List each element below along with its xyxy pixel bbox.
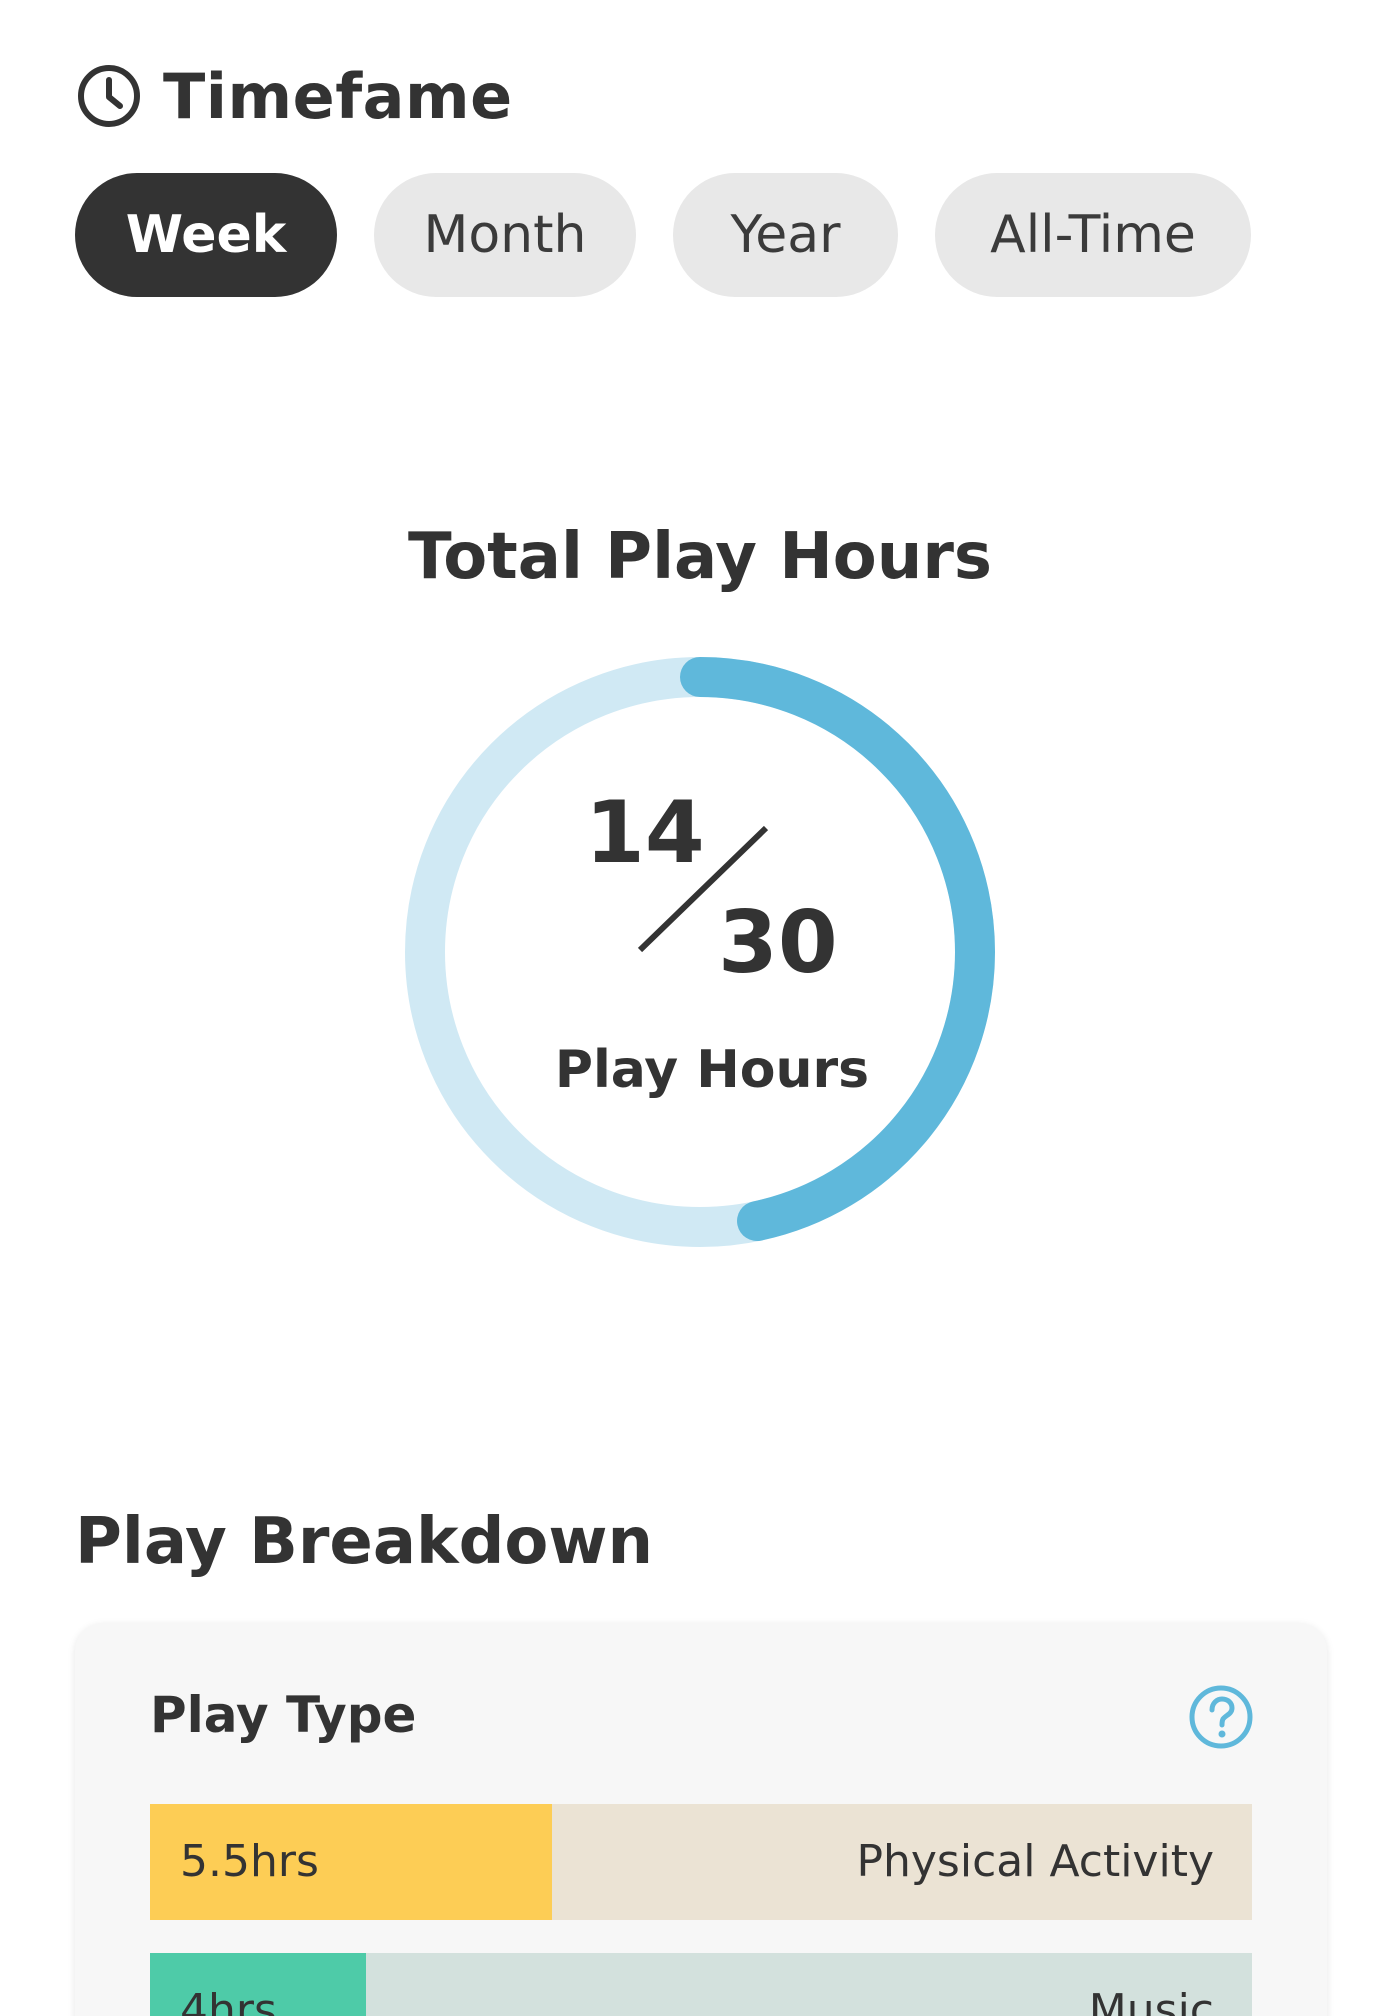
bar-fill	[150, 1953, 366, 2016]
progress-ring-fill	[405, 657, 995, 1247]
play-hours-progress-ring	[405, 657, 995, 1247]
play-hours-goal: 30	[718, 893, 838, 993]
play-type-bar-music[interactable]: 4hrs Music	[150, 1953, 1252, 2016]
timeframe-title: Timefame	[163, 59, 513, 133]
bar-fill	[150, 1804, 553, 1920]
play-type-title: Play Type	[150, 1686, 417, 1744]
timeframe-month-button[interactable]: Month	[374, 173, 636, 297]
clock-icon	[78, 65, 140, 127]
play-hours-label: Play Hours	[554, 1040, 870, 1100]
total-play-hours-title: Total Play Hours	[408, 520, 992, 594]
timeframe-week-button[interactable]: Week	[75, 173, 337, 297]
play-type-card: Play Type 5.5hrs Physical Activity 4hrs …	[75, 1623, 1327, 2016]
timeframe-header: Timefame	[75, 58, 513, 134]
bar-value: 4hrs	[180, 1985, 277, 2016]
timeframe-year-button[interactable]: Year	[673, 173, 898, 297]
play-breakdown-title: Play Breakdown	[75, 1505, 654, 1579]
timeframe-selector: Week Month Year All-Time	[75, 173, 1288, 297]
play-hours-current: 14	[585, 783, 705, 883]
bar-label: Physical Activity	[856, 1836, 1214, 1887]
bar-value: 5.5hrs	[180, 1836, 319, 1887]
question-circle-icon[interactable]	[1187, 1683, 1255, 1751]
bar-label: Music	[1088, 1985, 1214, 2016]
fraction-slash	[637, 825, 769, 953]
play-type-bar-physical-activity[interactable]: 5.5hrs Physical Activity	[150, 1804, 1252, 1920]
timeframe-alltime-button[interactable]: All-Time	[935, 173, 1251, 297]
